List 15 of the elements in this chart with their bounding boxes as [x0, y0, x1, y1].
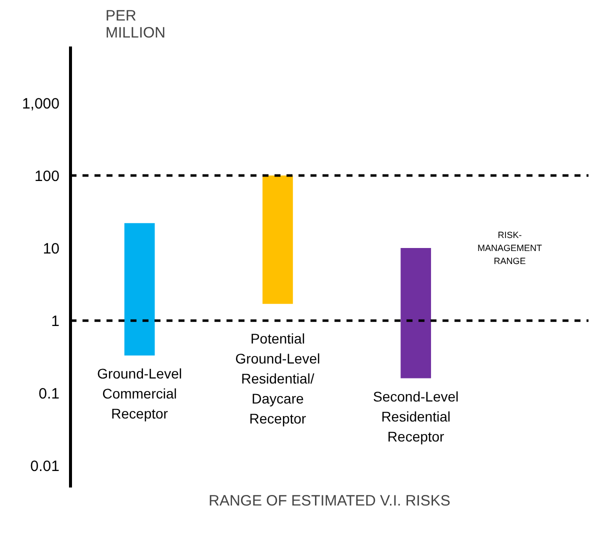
x-tick-label: Second-Level Residential Receptor	[373, 388, 459, 444]
x-tick-label: Ground-Level Commercial Receptor	[97, 366, 182, 422]
y-tick-label: 1,000	[22, 95, 60, 112]
x-tick-label: Potential Ground-Level Residential/ Daycare Receptor	[235, 330, 320, 427]
bar	[400, 248, 432, 378]
y-axis-title: PER MILLION	[106, 8, 166, 42]
bar	[124, 223, 155, 356]
x-axis-title: RANGE OF ESTIMATED V.I. RISKS	[208, 492, 450, 510]
annotation: RISK- MANAGEMENT RANGE	[478, 230, 543, 266]
y-tick-label: 0.1	[38, 386, 60, 403]
y-tick-label: 10	[42, 240, 60, 258]
y-tick-label: 1	[51, 313, 60, 330]
y-tick-label: 0.01	[30, 458, 60, 476]
bar	[262, 175, 293, 304]
y-tick-label: 100	[34, 168, 60, 185]
